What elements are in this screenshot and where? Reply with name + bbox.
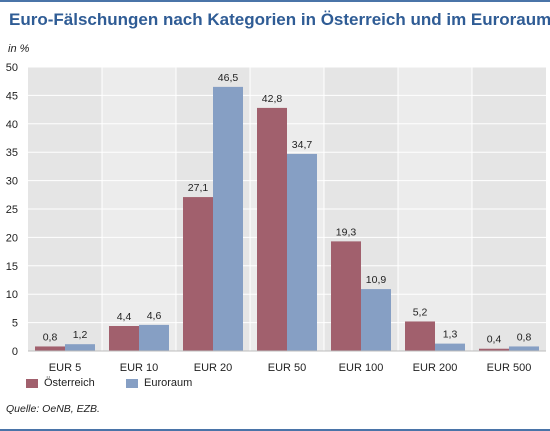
y-tick-label: 30 (6, 176, 18, 188)
bar-euroraum-6 (509, 346, 539, 351)
y-tick-label: 10 (6, 289, 18, 301)
bar-euroraum-1 (139, 324, 169, 351)
y-tick-label: 15 (6, 261, 18, 273)
data-label-euroraum-3: 34,7 (292, 139, 313, 151)
data-label-euroraum-2: 46,5 (218, 72, 239, 84)
bar-oesterreich-6 (479, 348, 509, 351)
data-label-euroraum-4: 10,9 (366, 274, 387, 286)
x-tick-label: EUR 500 (487, 362, 532, 374)
legend-swatch-euroraum (126, 378, 138, 388)
y-tick-label: 20 (6, 232, 18, 244)
bar-euroraum-3 (287, 153, 317, 351)
bar-oesterreich-1 (109, 326, 139, 351)
bar-oesterreich-5 (405, 321, 435, 351)
legend-swatch-oesterreich (26, 378, 38, 388)
legend-label-euroraum: Euroraum (144, 377, 193, 389)
data-label-euroraum-5: 1,3 (443, 329, 458, 341)
bar-euroraum-5 (435, 343, 465, 351)
data-label-euroraum-0: 1,2 (73, 329, 88, 341)
bar-euroraum-2 (213, 86, 243, 351)
y-tick-label: 25 (6, 204, 18, 216)
y-tick-label: 5 (12, 318, 18, 330)
legend-item-euroraum: Euroraum (126, 377, 192, 389)
y-tick-label: 35 (6, 147, 18, 159)
y-tick-label: 40 (6, 119, 18, 131)
y-unit-label: in % (8, 43, 30, 55)
data-label-oesterreich-6: 0,4 (487, 334, 502, 346)
source-note: Quelle: OeNB, EZB. (6, 403, 100, 415)
x-tick-label: EUR 200 (413, 362, 458, 374)
legend-item-oesterreich: Österreich (26, 377, 95, 389)
data-label-oesterreich-1: 4,4 (117, 311, 132, 323)
bar-oesterreich-0 (35, 346, 65, 351)
data-label-euroraum-1: 4,6 (147, 310, 162, 322)
data-label-euroraum-6: 0,8 (517, 331, 532, 343)
bar-oesterreich-4 (331, 241, 361, 351)
data-label-oesterreich-3: 42,8 (262, 93, 283, 105)
data-label-oesterreich-0: 0,8 (43, 331, 58, 343)
x-tick-label: EUR 10 (120, 362, 159, 374)
bar-euroraum-4 (361, 289, 391, 351)
y-tick-label: 50 (6, 62, 18, 74)
bar-oesterreich-2 (183, 197, 213, 351)
bar-oesterreich-3 (257, 107, 287, 352)
x-tick-label: EUR 20 (194, 362, 233, 374)
chart-title: Euro-Fälschungen nach Kategorien in Öste… (9, 10, 550, 29)
y-tick-label: 45 (6, 90, 18, 102)
x-tick-label: EUR 50 (268, 362, 307, 374)
legend-label-oesterreich: Österreich (44, 377, 95, 389)
bar-euroraum-0 (65, 344, 95, 351)
data-label-oesterreich-5: 5,2 (413, 306, 428, 318)
x-tick-label: EUR 5 (49, 362, 81, 374)
data-label-oesterreich-4: 19,3 (336, 226, 357, 238)
x-tick-label: EUR 100 (339, 362, 384, 374)
y-tick-label: 0 (12, 346, 18, 358)
data-label-oesterreich-2: 27,1 (188, 182, 209, 194)
